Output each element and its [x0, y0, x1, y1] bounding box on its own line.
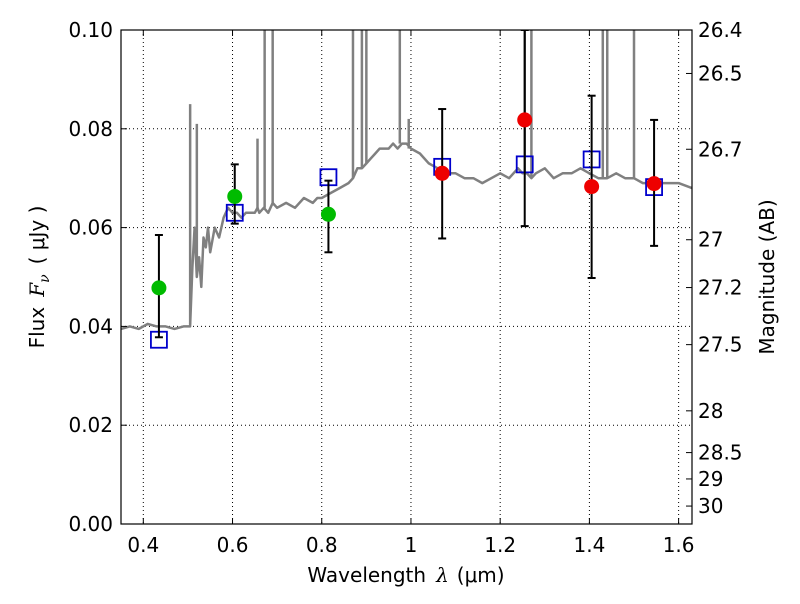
x-tick-label: 0.8: [306, 533, 338, 557]
green-data-point: [151, 280, 167, 296]
red-data-point: [584, 179, 600, 195]
y2-tick-label: 26.5: [698, 61, 743, 85]
y2-tick-label: 30: [698, 494, 723, 518]
y-axis-label: FluxFν( μJy ): [25, 206, 53, 349]
x-tick-label: 1.6: [663, 533, 695, 557]
x-tick-label: 0.4: [127, 533, 159, 557]
y-tick-label: 0.10: [68, 18, 113, 42]
y-tick-label: 0.06: [68, 216, 113, 240]
x-axis-label: Wavelength λ (μm): [307, 563, 504, 587]
red-data-point: [434, 165, 450, 181]
y2-axis-label: Magnitude (AB): [755, 199, 779, 354]
y-tick-label: 0.00: [68, 512, 113, 536]
plot-frame: [120, 29, 693, 525]
green-data-point: [227, 188, 243, 204]
y2-tick-label: 26.4: [698, 18, 743, 42]
axes: 0.4 0.6 0.8 1 1.2 1.4 1.6 0.00 0.02 0.04 0.06 0.08 0…: [68, 18, 742, 557]
green-data-point: [320, 206, 336, 222]
y2-tick-label: 29: [698, 467, 723, 491]
x-tick-label: 0.6: [217, 533, 249, 557]
y2-tick-label: 28.5: [698, 441, 743, 465]
x-tick-label: 1.2: [484, 533, 516, 557]
plot-area: [121, 30, 692, 349]
x-tick-label: 1: [405, 533, 418, 557]
y-tick-label: 0.08: [68, 117, 113, 141]
spectrum-line: [121, 142, 692, 331]
red-data-point: [646, 176, 662, 192]
y2-tick-label: 28: [698, 399, 723, 423]
x-tick-label: 1.4: [573, 533, 605, 557]
y-tick-label: 0.02: [68, 413, 113, 437]
red-data-point: [517, 112, 533, 128]
y2-tick-label: 27: [698, 228, 723, 252]
y2-tick-label: 27.2: [698, 276, 743, 300]
y2-tick-label: 26.7: [698, 137, 743, 161]
y-tick-label: 0.04: [68, 314, 113, 338]
y2-tick-label: 27.5: [698, 333, 743, 357]
